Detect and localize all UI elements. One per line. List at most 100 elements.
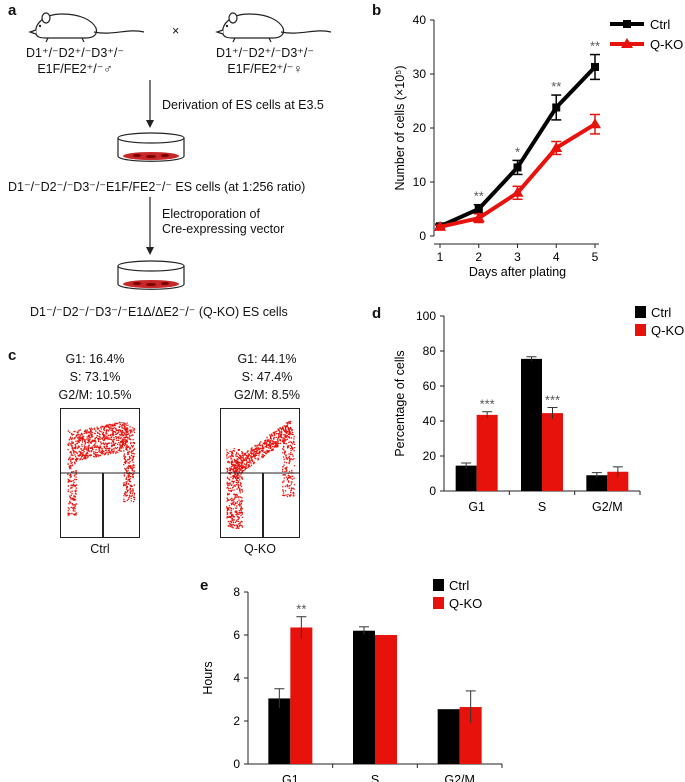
data-point bbox=[591, 62, 599, 71]
significance-marker: ** bbox=[474, 189, 484, 204]
y-tick-label: 80 bbox=[423, 344, 437, 358]
bar-q-ko-g1 bbox=[290, 627, 313, 764]
legend-swatch bbox=[635, 324, 646, 336]
significance-marker: ** bbox=[590, 39, 600, 54]
panel-d-letter: d bbox=[372, 305, 382, 322]
bar-ctrl-g1 bbox=[455, 465, 477, 491]
legend-swatch bbox=[433, 579, 444, 591]
data-point bbox=[434, 220, 446, 231]
y-tick-label: 20 bbox=[413, 121, 427, 135]
y-tick-label: 10 bbox=[413, 175, 427, 189]
y-tick-label: 30 bbox=[413, 67, 427, 81]
ctrl-g2m-percent: G2/M: 10.5% bbox=[58, 388, 132, 402]
bar-ctrl-g1 bbox=[268, 698, 291, 764]
legend-label: Ctrl bbox=[650, 17, 670, 32]
es-cells-genotype: D1⁻/⁻D2⁻/⁻D3⁻/⁻E1F/FE2⁻/⁻ ES cells (at 1… bbox=[8, 180, 306, 194]
bar-q-ko-s bbox=[375, 635, 397, 764]
x-tick-label: 3 bbox=[514, 250, 521, 264]
culture-dish-icon bbox=[117, 132, 185, 162]
ctrl-g1-percent: G1: 16.4% bbox=[65, 352, 125, 366]
flow-label-qko: Q-KO bbox=[244, 542, 276, 556]
significance-marker: *** bbox=[545, 393, 560, 408]
y-tick-label: 8 bbox=[233, 585, 240, 599]
cell-cycle-percentage-chart: 0 20 40 60 80 100 Percentage of cells G1 *** S ***… bbox=[393, 305, 684, 514]
y-tick-label: 2 bbox=[233, 714, 240, 728]
electroporation-step-line1: Electroporation of bbox=[162, 207, 260, 221]
significance-marker: ** bbox=[296, 602, 306, 617]
y-axis-label: Number of cells (×10⁵) bbox=[393, 65, 407, 190]
y-tick-label: 0 bbox=[233, 757, 240, 771]
legend-label: Ctrl bbox=[651, 305, 671, 320]
qko-cells-genotype: D1⁻/⁻D2⁻/⁻D3⁻/⁻E1Δ/ΔE2⁻/⁻ (Q-KO) ES cell… bbox=[30, 305, 288, 319]
x-axis-label: Days after plating bbox=[469, 265, 566, 279]
panel-b-letter: b bbox=[372, 2, 382, 19]
scatter-dots bbox=[67, 421, 136, 516]
x-tick-label: S bbox=[371, 773, 379, 782]
cross-symbol: × bbox=[172, 24, 180, 38]
data-point bbox=[552, 103, 561, 112]
electroporation-step-line2: Cre-expressing vector bbox=[162, 222, 285, 236]
x-tick-label: G2/M bbox=[444, 773, 475, 782]
qko-g2m-percent: G2/M: 8.5% bbox=[234, 388, 300, 402]
data-point bbox=[589, 118, 601, 129]
derivation-step-text: Derivation of ES cells at E3.5 bbox=[162, 98, 324, 112]
legend-swatch bbox=[635, 306, 646, 318]
qko-g1-percent: G1: 44.1% bbox=[237, 352, 297, 366]
bar-ctrl-g2m bbox=[437, 709, 460, 764]
x-tick-label: 4 bbox=[553, 250, 560, 264]
y-tick-label: 6 bbox=[233, 628, 240, 642]
ctrl-s-percent: S: 73.1% bbox=[69, 370, 121, 384]
panel-e-letter: e bbox=[200, 577, 209, 594]
legend-marker bbox=[623, 20, 631, 28]
mouse-left-genotype-1: D1⁺/⁻D2⁺/⁻D3⁺/⁻ bbox=[26, 46, 124, 60]
legend-label: Q-KO bbox=[651, 323, 684, 338]
x-tick-label: G2/M bbox=[592, 500, 623, 514]
scatter-points bbox=[226, 420, 296, 529]
y-tick-label: 60 bbox=[423, 379, 437, 393]
bar-q-ko-g1 bbox=[476, 414, 498, 491]
bar-q-ko-g2m bbox=[607, 471, 629, 491]
y-tick-label: 20 bbox=[423, 449, 437, 463]
y-axis-label: Percentage of cells bbox=[393, 350, 407, 456]
legend-label: Q-KO bbox=[650, 37, 683, 52]
mouse-left-icon bbox=[28, 12, 145, 43]
cell-cycle-hours-chart: 0 2 4 6 8 Hours G1 ** S G2/M Ctrl Q-KO bbox=[201, 578, 503, 782]
y-tick-label: 0 bbox=[419, 229, 426, 243]
mouse-right-icon bbox=[215, 12, 332, 43]
panel-c-letter: c bbox=[8, 347, 17, 364]
legend-swatch bbox=[433, 597, 444, 609]
x-tick-label: S bbox=[538, 500, 546, 514]
series-line-q-ko bbox=[439, 122, 597, 229]
mouse-right-genotype-2: E1F/FE2⁺/⁻♀ bbox=[227, 62, 303, 76]
legend-label: Q-KO bbox=[449, 596, 482, 611]
y-tick-label: 0 bbox=[429, 484, 436, 498]
y-axis-label: Hours bbox=[201, 661, 215, 694]
legend-marker bbox=[621, 38, 633, 48]
flow-cytometry-plot-qko bbox=[220, 408, 300, 538]
x-tick-label: G1 bbox=[282, 773, 299, 782]
y-tick-label: 40 bbox=[423, 414, 437, 428]
growth-curve-chart: 0 10 20 30 40 1 2 3 4 5 Days after plating Number o… bbox=[393, 13, 683, 279]
panel-a-letter: a bbox=[8, 2, 17, 19]
x-tick-label: 5 bbox=[592, 250, 599, 264]
x-tick-label: G1 bbox=[468, 500, 485, 514]
bar-ctrl-s bbox=[353, 630, 375, 764]
legend-label: Ctrl bbox=[449, 578, 469, 593]
bar-q-ko-s bbox=[542, 413, 563, 491]
culture-dish-icon bbox=[117, 260, 185, 290]
bar-ctrl-s bbox=[521, 358, 542, 491]
flow-cytometry-plot-ctrl bbox=[60, 408, 140, 538]
data-point bbox=[511, 186, 524, 197]
y-tick-label: 100 bbox=[416, 309, 436, 323]
scatter-dots bbox=[226, 420, 296, 529]
data-point bbox=[474, 205, 483, 213]
x-tick-label: 1 bbox=[437, 250, 444, 264]
mouse-left-genotype-2: E1F/FE2⁺/⁻♂ bbox=[37, 62, 113, 76]
qko-s-percent: S: 47.4% bbox=[241, 370, 293, 384]
data-point bbox=[550, 141, 563, 152]
bar-q-ko-g2m bbox=[459, 707, 482, 764]
flow-label-ctrl: Ctrl bbox=[90, 542, 110, 556]
y-tick-label: 4 bbox=[233, 671, 240, 685]
significance-marker: *** bbox=[480, 397, 495, 412]
y-tick-label: 40 bbox=[413, 13, 427, 27]
